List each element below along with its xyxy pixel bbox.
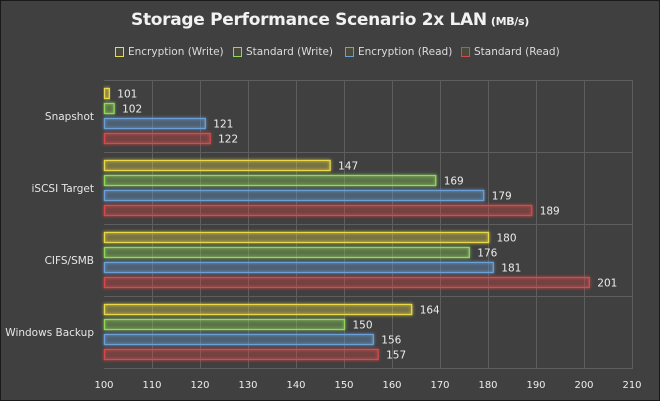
value-label: 102 [122,104,142,116]
x-tick-label: 140 [286,380,305,391]
x-tick-label: 100 [94,380,113,391]
legend-label: Standard (Read) [474,46,560,58]
legend-label: Encryption (Write) [128,46,224,58]
legend-swatch-standard-read [461,47,470,57]
value-label: 157 [386,350,406,362]
x-tick-label: 150 [334,380,353,391]
legend-label: Standard (Write) [246,46,334,58]
value-label: 189 [540,206,560,218]
value-label: 201 [597,278,617,290]
bar-standard-write [103,246,470,259]
value-label: 121 [213,119,233,131]
legend-item-encryption-read: Encryption (Read) [345,46,452,58]
value-label: 122 [218,134,238,146]
legend-swatch-encryption-read [345,47,354,57]
value-label: 150 [353,320,373,332]
bar-encryption-write [103,87,110,100]
chart-title: Storage Performance Scenario 2x LAN (MB/s… [0,10,660,30]
chart-title-unit: (MB/s) [490,15,529,28]
bar-encryption-write [103,231,490,244]
value-label: 147 [338,161,358,173]
value-label: 180 [497,233,517,245]
category-label: iSCSI Target [32,183,95,195]
bar-standard-write [103,318,346,331]
x-tick-label: 110 [142,380,161,391]
legend-item-standard-read: Standard (Read) [461,46,560,58]
category-label: CIFS/SMB [45,255,94,267]
labels: 100 110 120 130 140 150 160 170 180 190 200 210 Snap… [5,89,641,392]
chart-legend: Encryption (Write) Standard (Write) Encr… [0,46,660,62]
legend-swatch-standard-write [233,47,242,57]
bars [103,87,590,361]
legend-item-standard-write: Standard (Write) [233,46,333,58]
legend-swatch-encryption-write [115,47,124,57]
value-label: 101 [117,89,137,101]
x-tick-label: 160 [382,380,401,391]
bar-standard-read [103,348,379,361]
value-label: 181 [501,263,521,275]
value-label: 164 [420,305,440,317]
x-tick-label: 200 [574,380,593,391]
bar-standard-read [103,276,590,289]
value-label: 169 [444,176,464,188]
value-label: 156 [381,335,401,347]
value-label: 179 [492,191,512,203]
bar-encryption-write [103,159,331,172]
category-label: Snapshot [45,111,94,123]
bar-encryption-read [103,261,494,274]
x-tick-label: 210 [622,380,641,391]
category-label: Windows Backup [5,327,94,339]
x-tick-label: 170 [430,380,449,391]
bar-standard-read [103,132,211,145]
x-tick-label: 130 [238,380,257,391]
chart-title-text: Storage Performance Scenario 2x LAN [131,10,487,30]
x-tick-label: 180 [478,380,497,391]
legend-item-encryption-write: Encryption (Write) [115,46,224,58]
bar-encryption-read [103,189,485,202]
x-tick-label: 120 [190,380,209,391]
bar-standard-write [103,174,437,187]
bar-encryption-read [103,333,374,346]
bar-encryption-read [103,117,206,130]
value-label: 176 [477,248,497,260]
bar-standard-read [103,204,533,217]
legend-label: Encryption (Read) [358,46,453,58]
bar-standard-write [103,102,115,115]
bar-encryption-write [103,303,413,316]
x-tick-label: 190 [526,380,545,391]
